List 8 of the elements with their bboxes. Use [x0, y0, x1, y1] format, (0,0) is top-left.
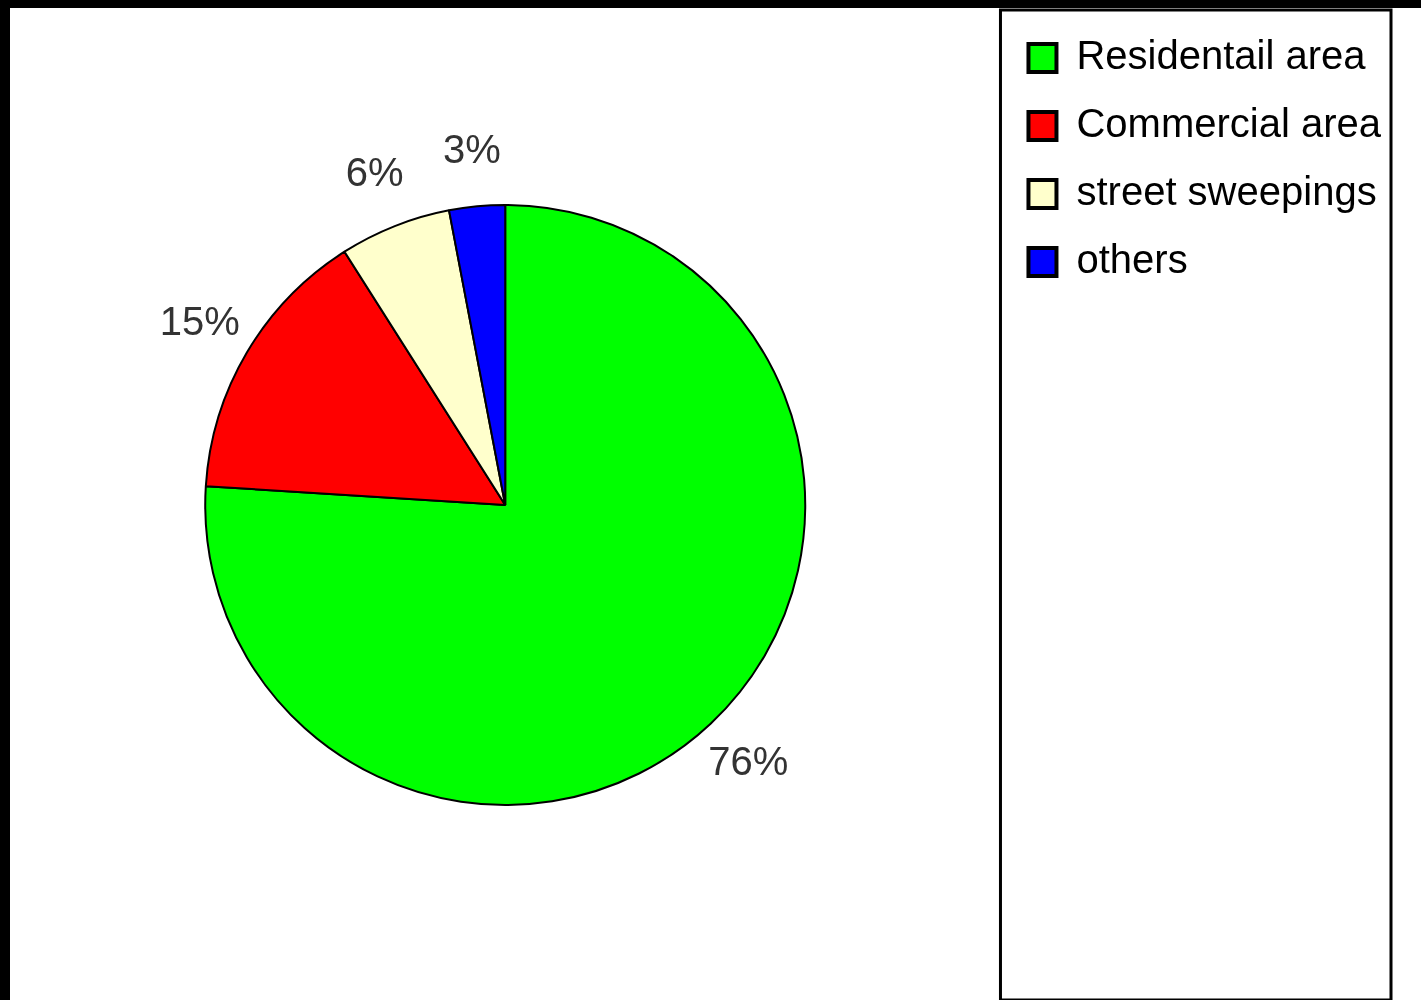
- data-label: 76%: [708, 738, 789, 783]
- legend-label: others: [1076, 237, 1188, 282]
- data-label: 3%: [442, 126, 501, 171]
- legend-label: Residentail area: [1076, 33, 1367, 78]
- legend-label: street sweepings: [1076, 169, 1377, 214]
- legend-label: Commercial area: [1076, 101, 1382, 146]
- data-label: 6%: [345, 149, 404, 194]
- data-label: 15%: [159, 299, 240, 344]
